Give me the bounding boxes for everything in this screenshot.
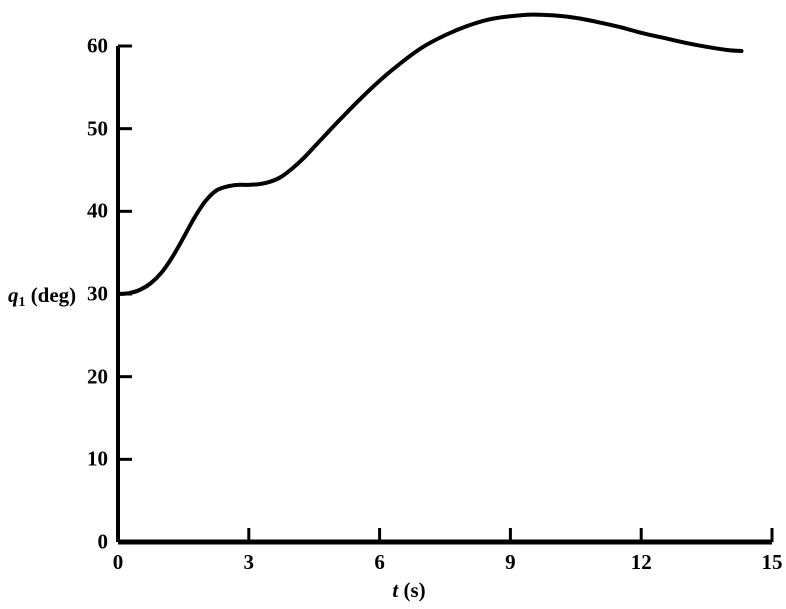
y-tick-label: 10 bbox=[87, 446, 108, 471]
x-axis-symbol: t bbox=[392, 578, 399, 602]
data-series-line bbox=[116, 12, 744, 296]
y-tick-label: 30 bbox=[87, 281, 108, 306]
y-axis-ticks bbox=[118, 44, 132, 461]
x-tick-label: 3 bbox=[243, 550, 255, 574]
axis-lines bbox=[116, 46, 772, 545]
y-tick-label: 40 bbox=[87, 198, 108, 223]
y-axis-title: q1 (deg) bbox=[8, 283, 76, 310]
y-tick-label: 50 bbox=[87, 116, 108, 141]
y-axis-subscript: 1 bbox=[18, 293, 26, 309]
y-axis-unit: (deg) bbox=[30, 283, 77, 307]
x-tick-label: 12 bbox=[630, 550, 652, 574]
x-axis-ticks bbox=[247, 528, 774, 542]
x-tick-label: 15 bbox=[761, 550, 783, 574]
y-tick-label: 60 bbox=[87, 33, 108, 58]
x-axis-unit: (s) bbox=[403, 578, 426, 602]
x-tick-label: 0 bbox=[112, 550, 124, 574]
y-tick-label: 0 bbox=[97, 529, 109, 554]
y-axis-symbol: q bbox=[8, 283, 19, 307]
x-tick-label: 6 bbox=[374, 550, 385, 574]
y-tick-label: 20 bbox=[87, 364, 108, 389]
x-tick-label: 9 bbox=[505, 550, 516, 574]
x-axis-title: t (s) bbox=[392, 578, 425, 603]
